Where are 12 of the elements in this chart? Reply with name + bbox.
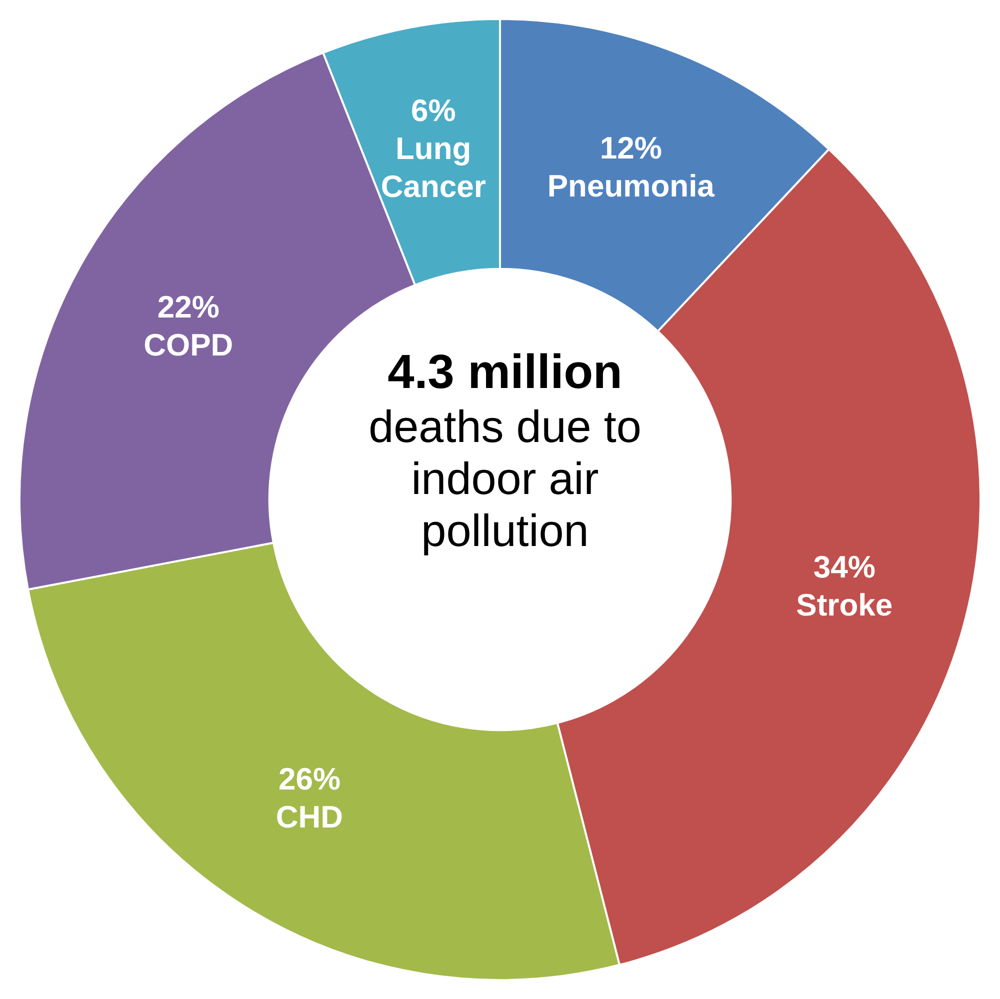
slice-label: COPD (144, 328, 234, 363)
slice-label: Pneumonia (547, 168, 716, 204)
data-label: 6% (410, 92, 456, 128)
slice-label: Stroke (796, 587, 893, 622)
text: deaths due to indoor air pollution (368, 401, 642, 557)
slice-label: CHD (276, 799, 344, 834)
text: 4.3 million (386, 345, 624, 401)
data-label: 12% (600, 130, 662, 166)
data-label: 22% (157, 290, 220, 325)
data-label: 26% (278, 761, 340, 796)
data-label: 34% (813, 549, 876, 584)
slice-label: Lung Cancer (380, 130, 486, 204)
